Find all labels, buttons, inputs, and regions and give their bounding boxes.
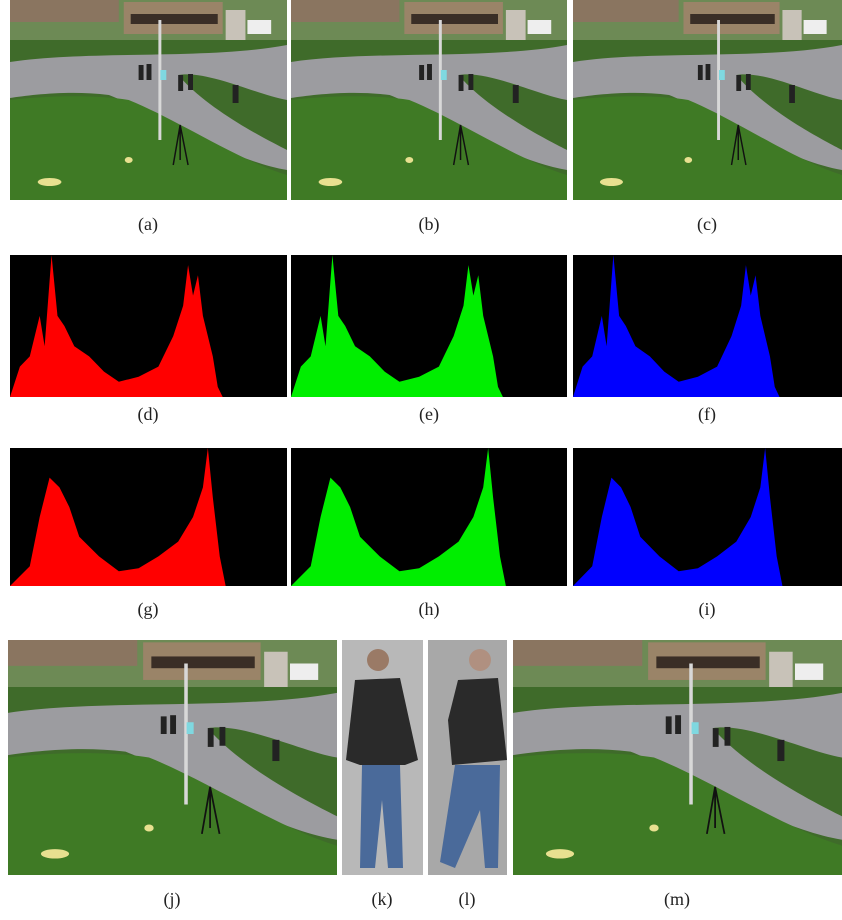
panel-label: (c)	[697, 214, 717, 235]
photo	[8, 640, 337, 875]
histogram	[573, 448, 842, 586]
photo	[573, 0, 842, 200]
histogram	[573, 255, 842, 397]
page: {"figure": {"labels": ["(a)", "(b)", "(c…	[0, 0, 842, 915]
panel-label: (a)	[138, 214, 158, 235]
person-crop	[428, 640, 507, 875]
histogram	[10, 448, 287, 586]
panel-label: (g)	[138, 599, 159, 620]
histogram	[291, 255, 567, 397]
panel-label: (f)	[698, 404, 716, 425]
panel-label: (h)	[419, 599, 440, 620]
panel-label: (k)	[372, 889, 393, 910]
panel-label: (m)	[664, 889, 690, 910]
figure: (a) (b) (c) (d) (e) (f) (g) (h) (i) (j) (k) (l) (m)	[0, 0, 842, 915]
panel-label: (e)	[419, 404, 439, 425]
photo	[513, 640, 842, 875]
panel-label: (b)	[419, 214, 440, 235]
panel-label: (l)	[459, 889, 476, 910]
photo	[291, 0, 567, 200]
photo	[10, 0, 287, 200]
histogram	[291, 448, 567, 586]
panel-label: (j)	[164, 889, 181, 910]
panel-label: (i)	[699, 599, 716, 620]
person-crop	[342, 640, 423, 875]
histogram	[10, 255, 287, 397]
panel-label: (d)	[138, 404, 159, 425]
